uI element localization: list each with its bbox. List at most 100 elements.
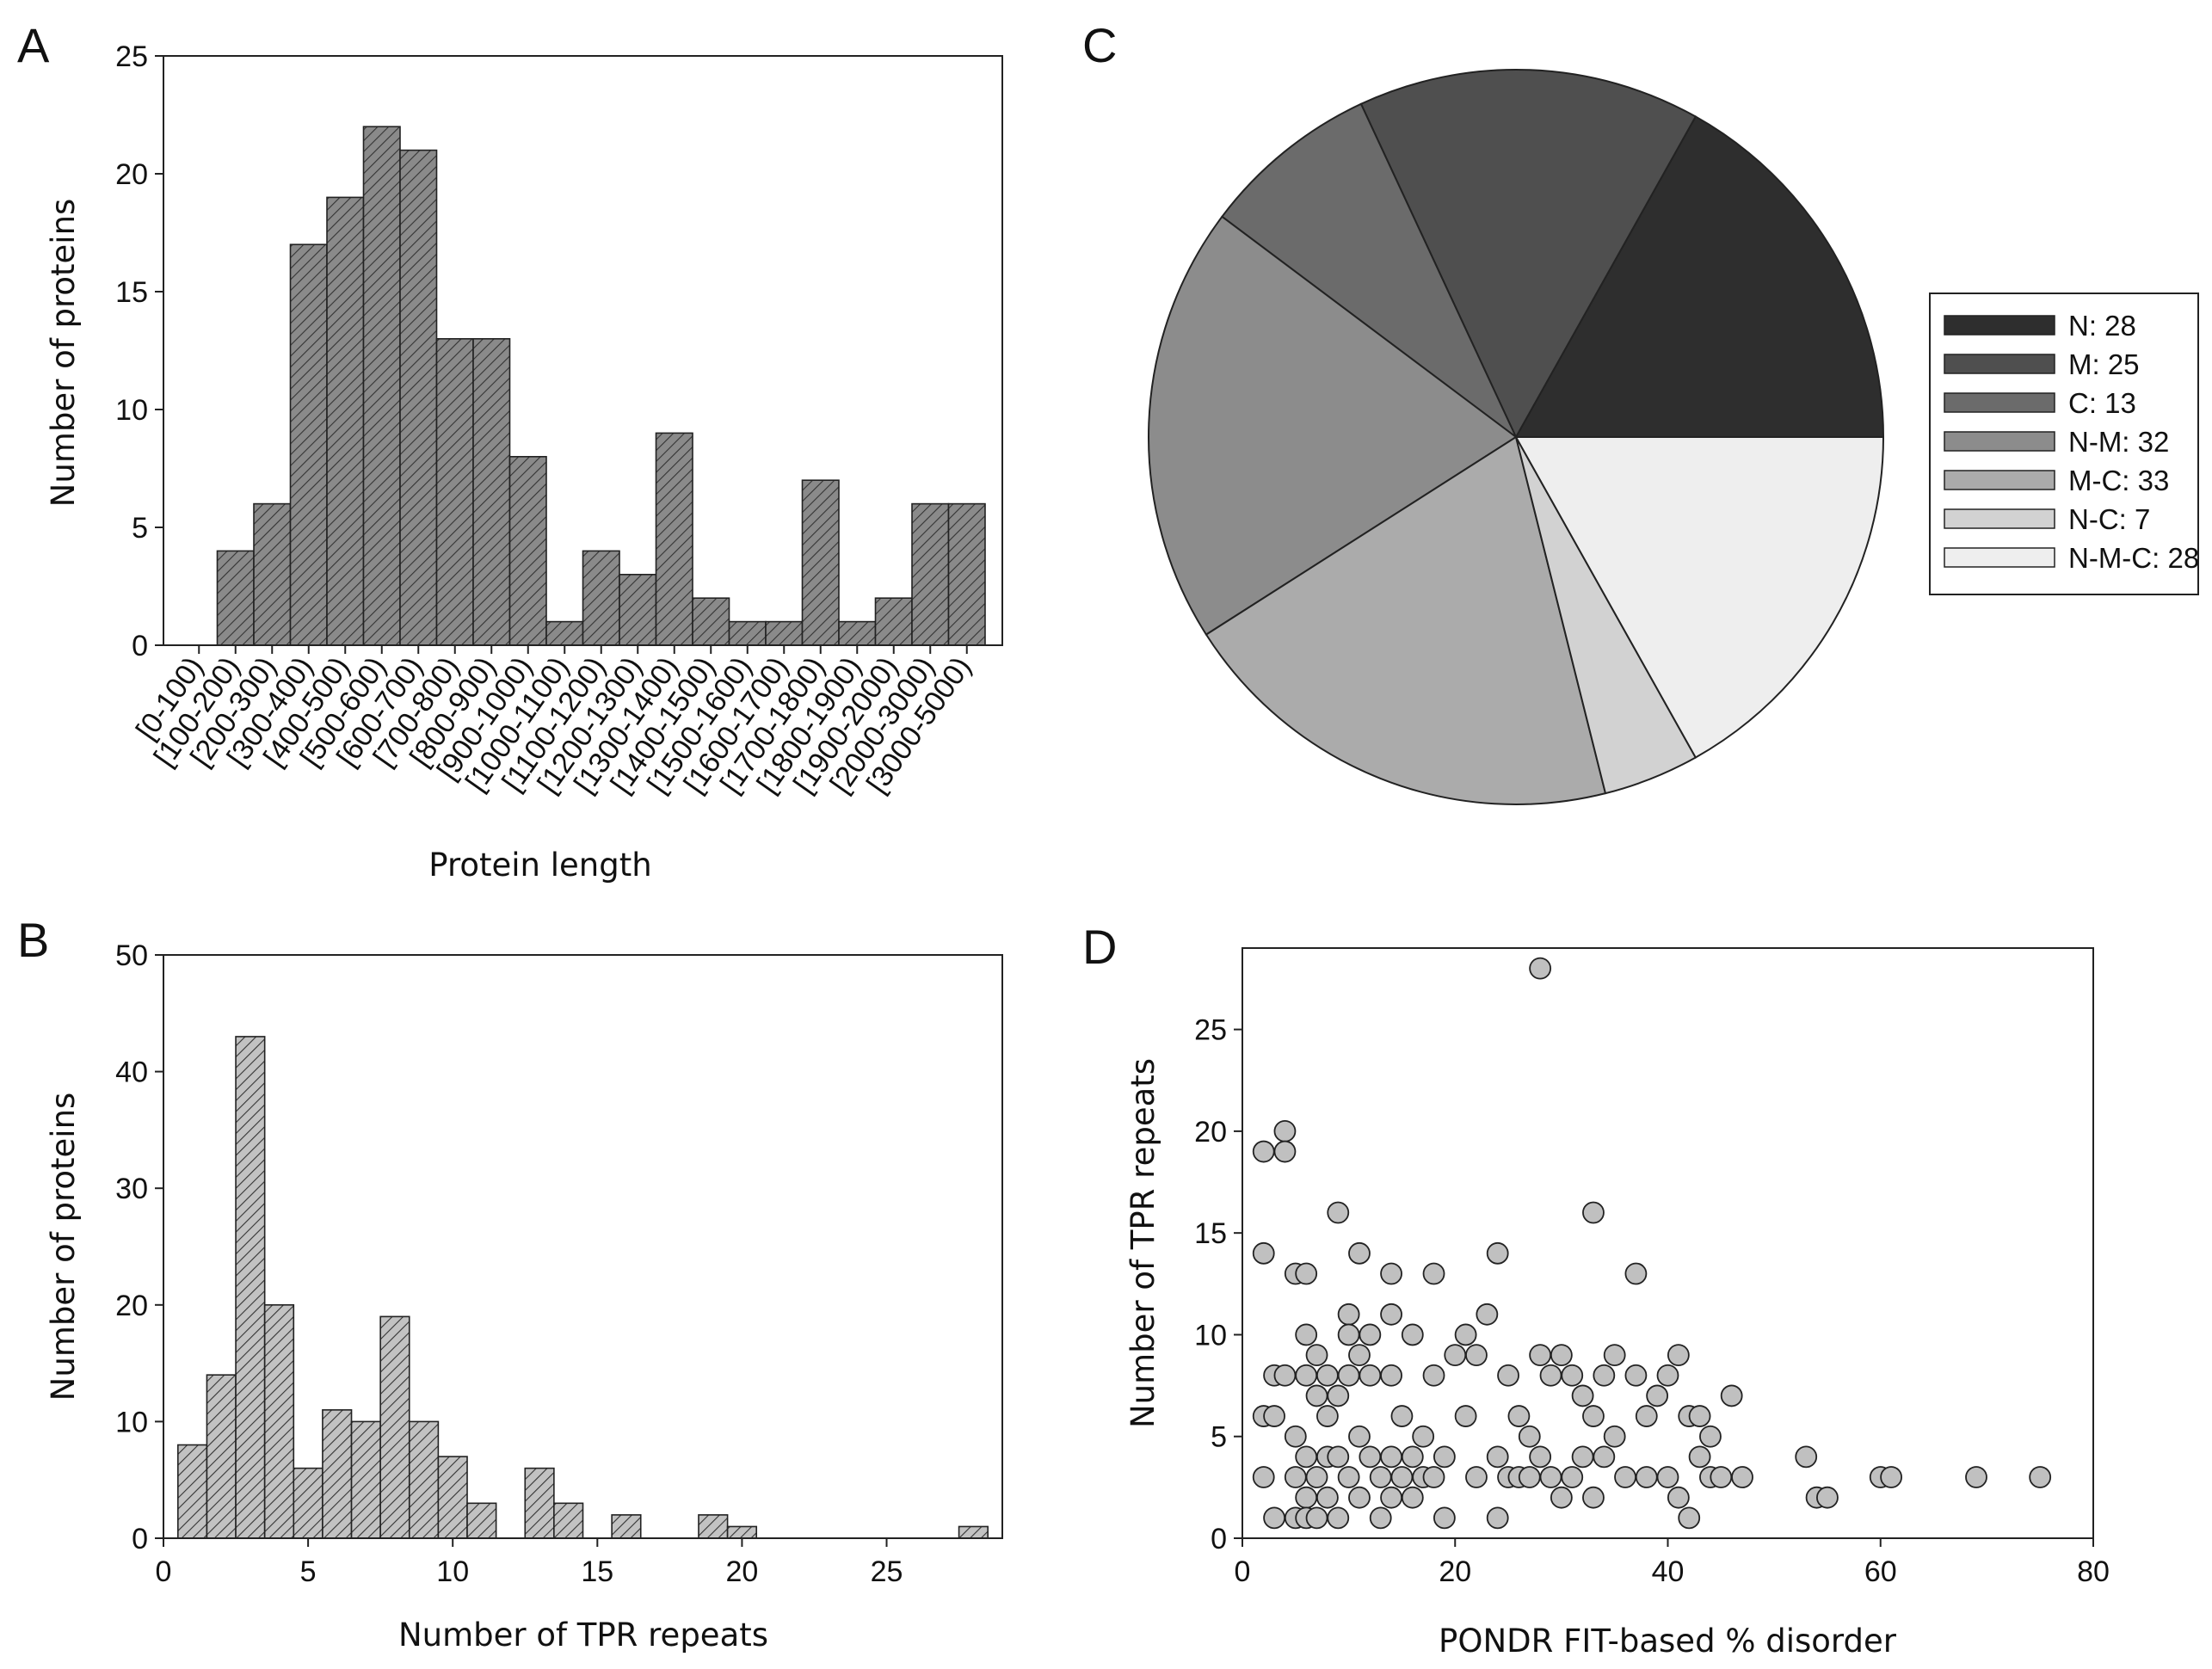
- panel-d-point: [1603, 1344, 1626, 1367]
- panel-c-slice: [1220, 102, 1517, 438]
- panel-a-bar-hatch: [435, 337, 474, 646]
- panel-d-point: [1454, 1405, 1477, 1427]
- panel-d-point: [1252, 1241, 1275, 1265]
- panel-d-point: [2029, 1466, 2052, 1488]
- panel-d-point: [1305, 1344, 1328, 1367]
- panel-d-point: [1795, 1445, 1818, 1469]
- panel-d-point: [1667, 1344, 1690, 1367]
- panel-b-bar-hatch: [958, 1525, 989, 1539]
- panel-d-point: [1327, 1506, 1350, 1530]
- panel-d-point: [1678, 1506, 1701, 1530]
- panel-d-point: [1401, 1445, 1424, 1469]
- panel-d-point: [1359, 1364, 1382, 1387]
- panel-d-point: [1295, 1445, 1318, 1469]
- panel-c-legend-swatch: [1944, 315, 2055, 336]
- panel-d-xlabel: PONDR FIT-based % disorder: [1439, 1623, 1897, 1660]
- panel-d-point: [1359, 1323, 1382, 1346]
- panel-d-point: [1635, 1405, 1658, 1427]
- panel-a-ylabel: Number of proteins: [45, 199, 82, 508]
- panel-d-scatter: 0 5 10 15 20 25 0 20 40 60 80 Number of TPR repeat…: [1124, 947, 2110, 1660]
- panel-d-ytick-label: 10: [1194, 1319, 1227, 1352]
- panel-b-bar-hatch: [235, 1036, 266, 1539]
- panel-d-point: [1635, 1466, 1658, 1488]
- panel-b-xtick-label: 0: [156, 1555, 172, 1588]
- panel-d-point: [1252, 1140, 1275, 1163]
- panel-d-point: [1401, 1486, 1424, 1509]
- panel-b-bar-hatch: [408, 1420, 440, 1539]
- panel-a-ytick-label: 25: [115, 40, 148, 73]
- panel-d-point: [1529, 1445, 1552, 1469]
- panel-d-point: [1593, 1445, 1616, 1469]
- panel-d-point: [1380, 1303, 1402, 1326]
- panel-d-point: [1582, 1486, 1605, 1509]
- panel-d-point: [1305, 1466, 1328, 1488]
- panel-d-point: [1380, 1445, 1402, 1469]
- panel-d-point: [1656, 1364, 1679, 1387]
- panel-d-ytick-label: 0: [1211, 1523, 1227, 1555]
- panel-letter-d: D: [1082, 920, 1117, 974]
- panel-d-ytick-label: 5: [1211, 1421, 1227, 1454]
- panel-b-xtick-label: 15: [581, 1555, 613, 1588]
- panel-d-point: [1316, 1405, 1339, 1427]
- panel-d-point: [1454, 1323, 1477, 1346]
- panel-d-point: [1603, 1425, 1626, 1448]
- panel-d-point: [1327, 1201, 1350, 1224]
- panel-d-point: [1295, 1262, 1318, 1285]
- panel-d-point: [1433, 1445, 1456, 1469]
- panel-a-bar-hatch: [838, 620, 877, 646]
- panel-a-bar-hatch: [508, 455, 547, 646]
- panel-d-point: [1273, 1140, 1297, 1163]
- panel-d-point: [1380, 1364, 1402, 1387]
- panel-d-point: [1582, 1405, 1605, 1427]
- panel-d-point: [1571, 1445, 1594, 1469]
- panel-d-point: [1486, 1506, 1509, 1530]
- panel-d-point: [1327, 1384, 1350, 1407]
- panel-d-point: [1422, 1364, 1445, 1387]
- panel-d-point: [1550, 1486, 1573, 1509]
- panel-d-point: [1380, 1262, 1402, 1285]
- panel-d-point: [1263, 1506, 1285, 1530]
- panel-d-ytick-label: 15: [1194, 1217, 1227, 1250]
- panel-a-xlabel: Protein length: [428, 847, 651, 884]
- panel-b-bar-hatch: [177, 1444, 208, 1539]
- panel-a-bar-hatch: [801, 479, 840, 646]
- panel-d-xtick-label: 60: [1864, 1555, 1897, 1588]
- panel-d-point: [1337, 1323, 1360, 1346]
- panel-d-point: [1348, 1344, 1371, 1367]
- panel-d-xtick-label: 20: [1439, 1555, 1471, 1588]
- panel-d-point: [1273, 1364, 1297, 1387]
- panel-d-point: [1688, 1405, 1711, 1427]
- panel-d-point: [1337, 1303, 1360, 1326]
- panel-b-ytick-label: 20: [115, 1290, 148, 1322]
- panel-c-slice: [1514, 436, 1885, 759]
- panel-d-point: [1710, 1466, 1733, 1488]
- panel-a-bar-hatch: [253, 502, 292, 646]
- panel-d-point: [1593, 1364, 1616, 1387]
- panel-d-point: [1465, 1344, 1488, 1367]
- panel-a-bar-hatch: [911, 502, 950, 646]
- panel-b-bar-hatch: [350, 1420, 381, 1539]
- panel-d-point: [1433, 1506, 1456, 1530]
- panel-d-point: [1624, 1364, 1648, 1387]
- panel-d-point: [1327, 1445, 1350, 1469]
- panel-d-point: [1390, 1466, 1414, 1488]
- panel-d-point: [1614, 1466, 1636, 1488]
- panel-b-bar-hatch: [293, 1467, 323, 1539]
- panel-d-point: [1412, 1425, 1435, 1448]
- panel-d-point: [1582, 1201, 1605, 1224]
- panel-d-point: [1444, 1344, 1467, 1367]
- panel-d-point: [1507, 1405, 1531, 1427]
- panel-b-xtick-label: 25: [871, 1555, 903, 1588]
- panel-c-legend-swatch: [1944, 547, 2055, 568]
- panel-b-xtick-label: 5: [300, 1555, 317, 1588]
- panel-b-ytick-label: 0: [132, 1523, 148, 1555]
- panel-d-point: [1476, 1303, 1499, 1326]
- panel-b-bar-hatch: [263, 1304, 295, 1539]
- panel-c-legend-swatch: [1944, 470, 2055, 490]
- panel-d-point: [1284, 1466, 1307, 1488]
- panel-d-point: [1369, 1466, 1392, 1488]
- panel-a-bar-hatch: [216, 550, 255, 646]
- panel-b-frame: [163, 954, 1003, 1539]
- panel-a-bar-hatch: [362, 126, 401, 646]
- panel-b-bar-hatch: [466, 1502, 497, 1539]
